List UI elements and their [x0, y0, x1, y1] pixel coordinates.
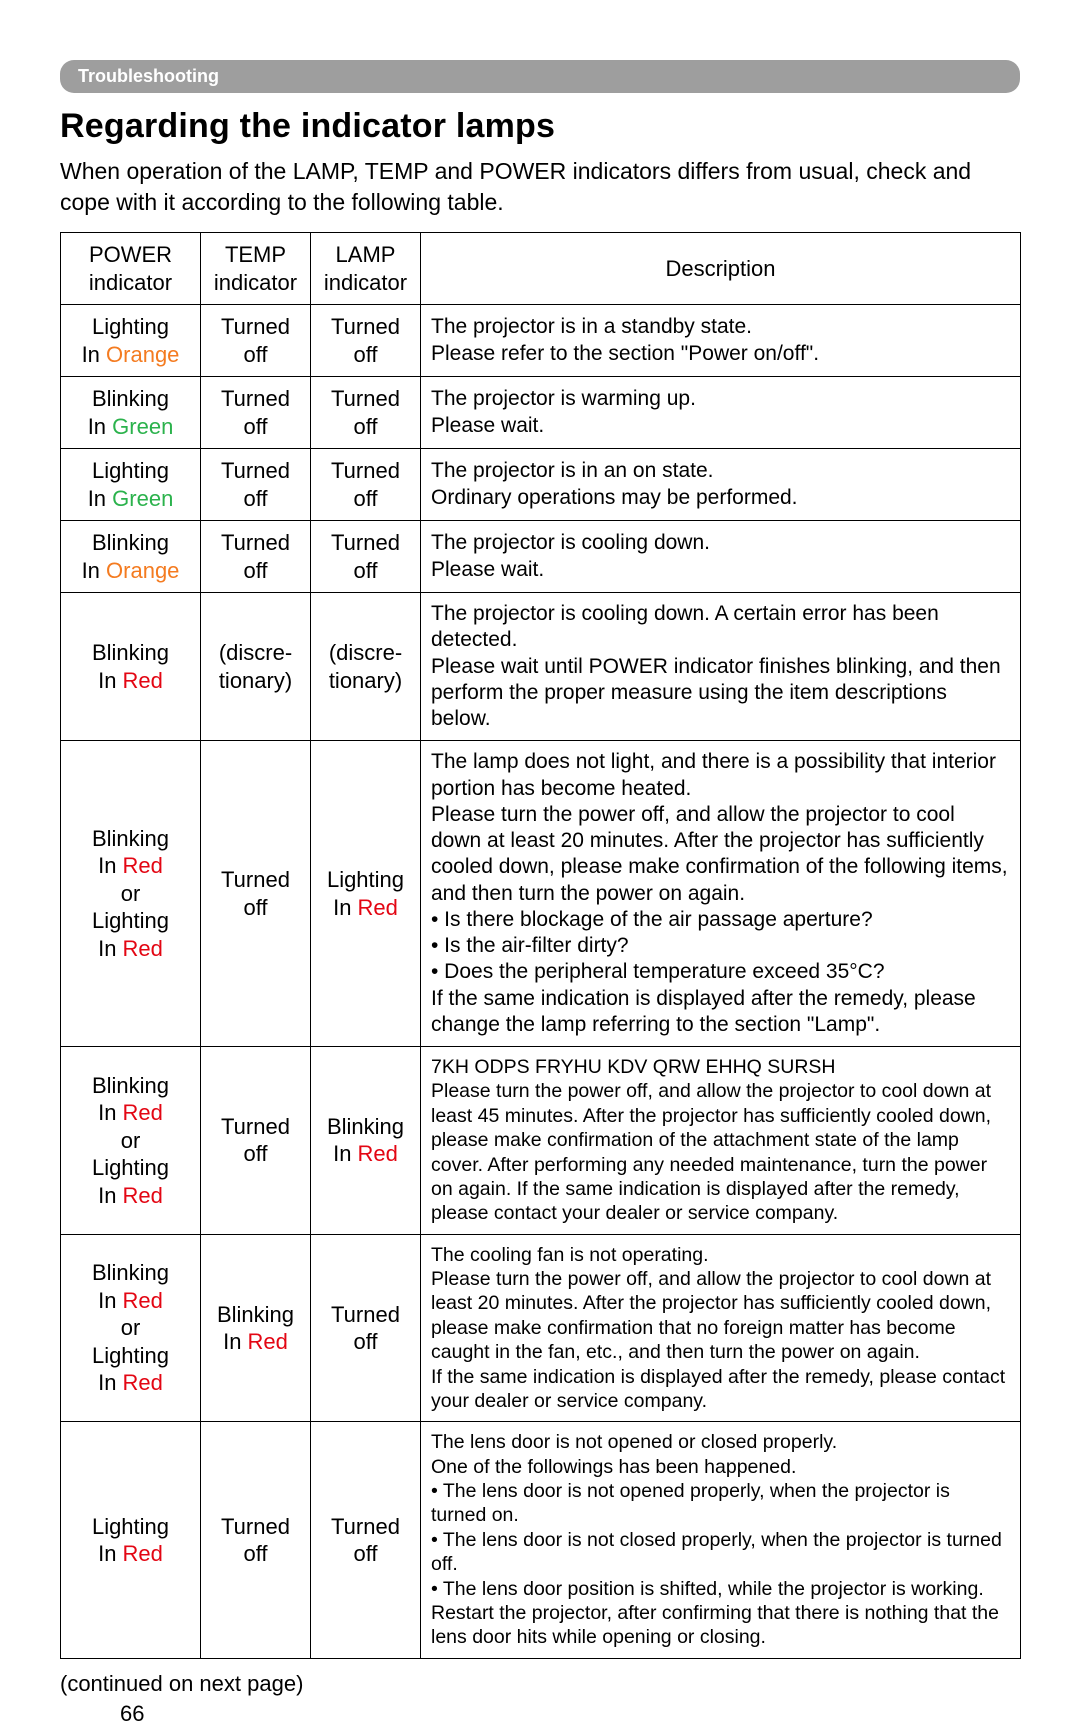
temp-cell: Turnedoff: [201, 377, 311, 449]
indicator-table: POWER indicator TEMP indicator LAMP indi…: [60, 232, 1021, 1659]
description-cell: The projector is in a standby state.Plea…: [421, 305, 1021, 377]
temp-cell: Turnedoff: [201, 1422, 311, 1658]
table-row: BlinkingIn RedorLightingIn RedTurnedoffL…: [61, 741, 1021, 1047]
power-cell: BlinkingIn RedorLightingIn Red: [61, 741, 201, 1047]
col-power: POWER indicator: [61, 233, 201, 305]
description-cell: The projector is warming up.Please wait.: [421, 377, 1021, 449]
table-row: LightingIn GreenTurnedoffTurnedoffThe pr…: [61, 449, 1021, 521]
col-desc: Description: [421, 233, 1021, 305]
power-cell: BlinkingIn Red: [61, 593, 201, 741]
page-heading: Regarding the indicator lamps: [60, 107, 1020, 146]
temp-cell: Turnedoff: [201, 521, 311, 593]
table-row: BlinkingIn RedorLightingIn RedBlinkingIn…: [61, 1234, 1021, 1422]
table-header-row: POWER indicator TEMP indicator LAMP indi…: [61, 233, 1021, 305]
col-lamp: LAMP indicator: [311, 233, 421, 305]
temp-cell: Turnedoff: [201, 449, 311, 521]
table-row: BlinkingIn GreenTurnedoffTurnedoffThe pr…: [61, 377, 1021, 449]
temp-cell: Turnedoff: [201, 741, 311, 1047]
section-tab: Troubleshooting: [60, 60, 1020, 93]
table-row: LightingIn OrangeTurnedoffTurnedoffThe p…: [61, 305, 1021, 377]
lamp-cell: Turnedoff: [311, 1422, 421, 1658]
lamp-cell: Turnedoff: [311, 521, 421, 593]
lamp-cell: (discre-tionary): [311, 593, 421, 741]
power-cell: BlinkingIn RedorLightingIn Red: [61, 1234, 201, 1422]
power-cell: LightingIn Orange: [61, 305, 201, 377]
description-cell: The projector is in an on state.Ordinary…: [421, 449, 1021, 521]
description-cell: The cooling fan is not operating.Please …: [421, 1234, 1021, 1422]
col-temp: TEMP indicator: [201, 233, 311, 305]
temp-cell: BlinkingIn Red: [201, 1234, 311, 1422]
continued-note: (continued on next page): [60, 1671, 1020, 1697]
page-number: 66: [60, 1701, 1020, 1727]
lamp-cell: LightingIn Red: [311, 741, 421, 1047]
temp-cell: Turnedoff: [201, 305, 311, 377]
lamp-cell: Turnedoff: [311, 1234, 421, 1422]
table-row: BlinkingIn Red(discre-tionary)(discre-ti…: [61, 593, 1021, 741]
description-cell: The projector is cooling down. A certain…: [421, 593, 1021, 741]
lamp-cell: BlinkingIn Red: [311, 1047, 421, 1235]
power-cell: LightingIn Red: [61, 1422, 201, 1658]
temp-cell: Turnedoff: [201, 1047, 311, 1235]
description-cell: The lamp does not light, and there is a …: [421, 741, 1021, 1047]
lamp-cell: Turnedoff: [311, 449, 421, 521]
lamp-cell: Turnedoff: [311, 305, 421, 377]
description-cell: The lens door is not opened or closed pr…: [421, 1422, 1021, 1658]
description-cell: 7KH ODPS FRYHU KDV QRW EHHQ SURSHPlease …: [421, 1047, 1021, 1235]
power-cell: LightingIn Green: [61, 449, 201, 521]
table-row: BlinkingIn RedorLightingIn RedTurnedoffB…: [61, 1047, 1021, 1235]
power-cell: BlinkingIn Orange: [61, 521, 201, 593]
table-row: LightingIn RedTurnedoffTurnedoffThe lens…: [61, 1422, 1021, 1658]
power-cell: BlinkingIn Green: [61, 377, 201, 449]
lamp-cell: Turnedoff: [311, 377, 421, 449]
temp-cell: (discre-tionary): [201, 593, 311, 741]
intro-text: When operation of the LAMP, TEMP and POW…: [60, 156, 1020, 218]
description-cell: The projector is cooling down.Please wai…: [421, 521, 1021, 593]
table-row: BlinkingIn OrangeTurnedoffTurnedoffThe p…: [61, 521, 1021, 593]
power-cell: BlinkingIn RedorLightingIn Red: [61, 1047, 201, 1235]
